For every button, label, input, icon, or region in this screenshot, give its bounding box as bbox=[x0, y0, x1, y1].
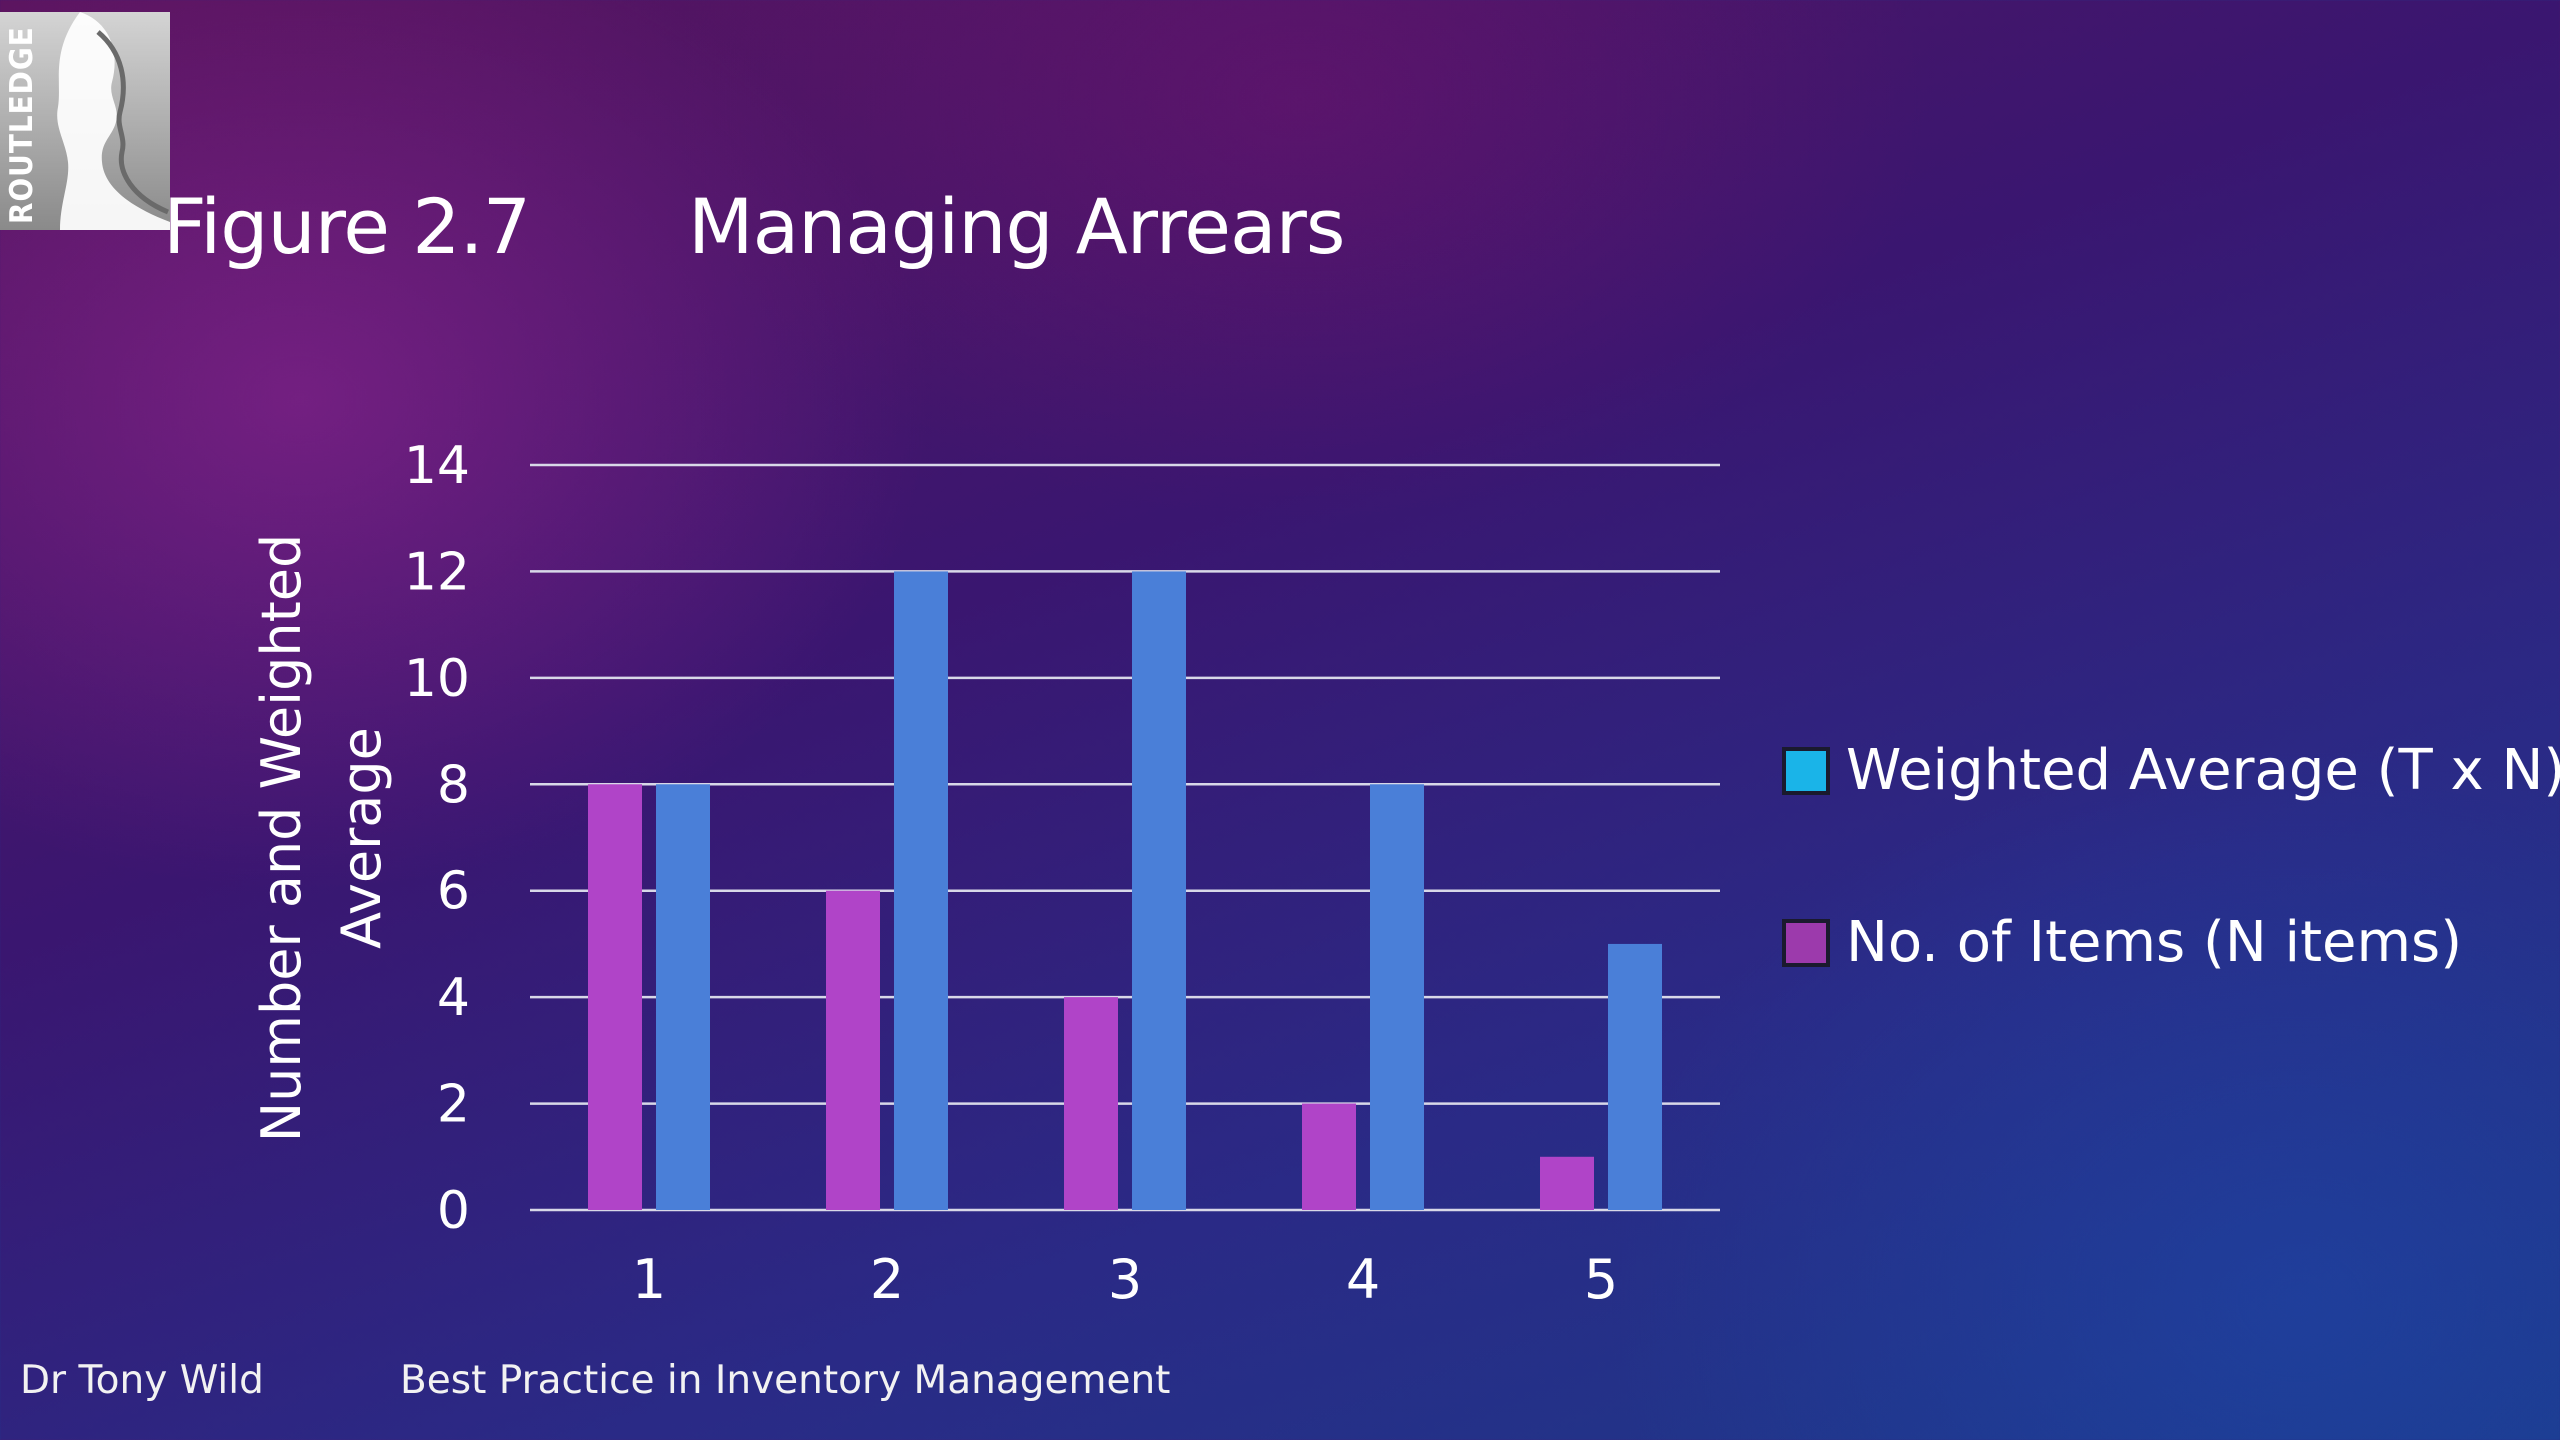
bar-weighted-average bbox=[1608, 943, 1662, 1210]
bar-items bbox=[1064, 997, 1118, 1210]
y-tick-label: 14 bbox=[404, 436, 470, 496]
gridlines bbox=[530, 463, 1720, 1212]
y-axis-ticks: 0 2 4 6 8 10 12 14 bbox=[404, 436, 470, 1241]
y-tick-label: 4 bbox=[437, 968, 470, 1028]
bar-items bbox=[1540, 1156, 1594, 1210]
legend-label-items: No. of Items (N items) bbox=[1846, 910, 2463, 975]
y-tick-label: 10 bbox=[404, 649, 470, 709]
legend-label-weighted: Weighted Average (T x N), bbox=[1846, 738, 2560, 803]
footer-book-title: Best Practice in Inventory Management bbox=[400, 1358, 1171, 1403]
legend-items: No. of Items (N items) bbox=[1782, 910, 2462, 975]
chart-title: Managing Arrears bbox=[688, 182, 1345, 271]
footer-author: Dr Tony Wild bbox=[20, 1358, 264, 1403]
y-tick-label: 6 bbox=[437, 862, 470, 922]
y-axis-label: Number and Weighted bbox=[250, 534, 313, 1142]
bar-weighted-average bbox=[1132, 571, 1186, 1210]
legend-weighted-average: Weighted Average (T x N), bbox=[1782, 738, 2560, 803]
figure-number: Figure 2.7 bbox=[163, 182, 531, 271]
y-tick-label: 12 bbox=[404, 542, 470, 602]
y-axis-label-continued: Average bbox=[330, 727, 393, 949]
x-tick-label: 3 bbox=[1108, 1248, 1142, 1311]
bar-items bbox=[588, 784, 642, 1210]
bars bbox=[588, 571, 1662, 1210]
x-tick-label: 1 bbox=[632, 1248, 666, 1311]
bar-weighted-average bbox=[656, 784, 710, 1210]
y-tick-label: 2 bbox=[437, 1075, 470, 1135]
bar-items bbox=[826, 890, 880, 1210]
x-tick-label: 2 bbox=[870, 1248, 904, 1311]
bar-weighted-average bbox=[894, 571, 948, 1210]
y-tick-label: 8 bbox=[437, 755, 470, 815]
y-tick-label: 0 bbox=[437, 1181, 470, 1241]
bar-items bbox=[1302, 1103, 1356, 1210]
legend-swatch-items bbox=[1782, 918, 1830, 967]
bar-weighted-average bbox=[1370, 784, 1424, 1210]
legend-swatch-weighted bbox=[1782, 746, 1830, 795]
profile-silhouette-icon bbox=[57, 12, 170, 230]
x-tick-label: 4 bbox=[1346, 1248, 1380, 1311]
routledge-logo: ROUTLEDGE bbox=[0, 12, 170, 230]
x-tick-label: 5 bbox=[1584, 1248, 1618, 1311]
x-axis-ticks: 1 2 3 4 5 bbox=[632, 1248, 1618, 1311]
